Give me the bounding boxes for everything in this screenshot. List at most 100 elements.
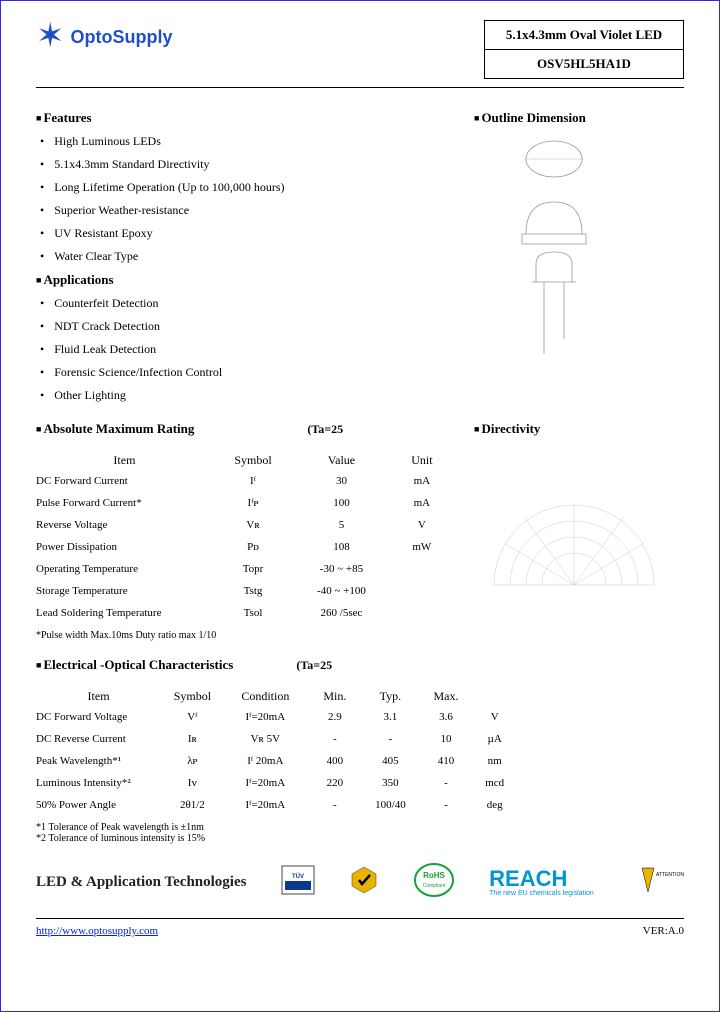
abs-max-heading-row: Absolute Maximum Rating (Ta=25 bbox=[36, 415, 454, 445]
footer: http://www.optosupply.com VER:A.0 bbox=[36, 918, 684, 937]
abs-max-cond: (Ta=25 bbox=[307, 422, 343, 436]
cell-symbol: Iʀ bbox=[161, 733, 224, 745]
company-name: OptoSupply bbox=[71, 27, 173, 48]
feature-item: UV Resistant Epoxy bbox=[40, 226, 454, 241]
abs-max-table: Item Symbol Value Unit DC Forward Curren… bbox=[36, 451, 454, 624]
rohs-badge: RoHS Compliant bbox=[413, 862, 455, 902]
elec-opt-table: Item Symbol Condition Min. Typ. Max. DC … bbox=[36, 687, 516, 816]
cell-unit bbox=[390, 563, 454, 575]
feature-item: 5.1x4.3mm Standard Directivity bbox=[40, 157, 454, 172]
cell-item: 50% Power Angle bbox=[36, 799, 161, 811]
feature-item: Long Lifetime Operation (Up to 100,000 h… bbox=[40, 180, 454, 195]
reach-badge: REACH The new EU chemicals legislation bbox=[489, 868, 594, 897]
led-tech-label: LED & Application Technologies bbox=[36, 874, 246, 891]
cell-condition: Vʀ 5V bbox=[224, 733, 307, 745]
col-condition: Condition bbox=[224, 689, 307, 704]
cell-typ: 405 bbox=[363, 755, 419, 767]
outline-heading: Outline Dimension bbox=[474, 110, 684, 126]
elec-opt-heading: Electrical -Optical Characteristics bbox=[36, 657, 233, 673]
table-row: DC Forward CurrentIᶠ30mA bbox=[36, 470, 454, 492]
part-number: OSV5HL5HA1D bbox=[484, 49, 684, 79]
cell-value: -40 ~ +100 bbox=[293, 585, 389, 597]
cell-typ: 3.1 bbox=[363, 711, 419, 723]
cell-max: 3.6 bbox=[418, 711, 474, 723]
cell-value: 5 bbox=[293, 519, 389, 531]
elec-opt-heading-row: Electrical -Optical Characteristics (Ta=… bbox=[36, 651, 684, 681]
cell-value: 260 /5sec bbox=[293, 607, 389, 619]
cell-value: 108 bbox=[293, 541, 389, 553]
cell-unit: mW bbox=[390, 541, 454, 553]
star-icon: ✶ bbox=[36, 20, 65, 54]
svg-text:ATTENTION: ATTENTION bbox=[656, 872, 684, 878]
reach-sub: The new EU chemicals legislation bbox=[489, 890, 594, 897]
feature-item: High Luminous LEDs bbox=[40, 134, 454, 149]
col-unit bbox=[474, 689, 516, 704]
website-link[interactable]: http://www.optosupply.com bbox=[36, 925, 158, 937]
feature-item: Water Clear Type bbox=[40, 249, 454, 264]
elec-opt-header-row: Item Symbol Condition Min. Typ. Max. bbox=[36, 687, 516, 706]
application-item: NDT Crack Detection bbox=[40, 319, 454, 334]
application-item: Forensic Science/Infection Control bbox=[40, 365, 454, 380]
cell-value: 100 bbox=[293, 497, 389, 509]
col-min: Min. bbox=[307, 689, 363, 704]
application-item: Other Lighting bbox=[40, 388, 454, 403]
title-box: 5.1x4.3mm Oval Violet LED OSV5HL5HA1D bbox=[484, 20, 684, 79]
cell-symbol: λᴘ bbox=[161, 755, 224, 767]
table-row: Storage TemperatureTstg-40 ~ +100 bbox=[36, 580, 454, 602]
table-row: Luminous Intensity*²IvIᶠ=20mA220350-mcd bbox=[36, 772, 516, 794]
cell-min: 220 bbox=[307, 777, 363, 789]
header: ✶ OptoSupply 5.1x4.3mm Oval Violet LED O… bbox=[36, 20, 684, 88]
cell-unit bbox=[390, 585, 454, 597]
svg-text:RoHS: RoHS bbox=[423, 871, 445, 880]
table-row: DC Forward VoltageVᶠIᶠ=20mA2.93.13.6V bbox=[36, 706, 516, 728]
col-symbol: Symbol bbox=[161, 689, 224, 704]
cell-symbol: 2θ1/2 bbox=[161, 799, 224, 811]
logo: ✶ OptoSupply bbox=[36, 20, 173, 54]
cell-unit: V bbox=[390, 519, 454, 531]
reach-title: REACH bbox=[489, 868, 594, 890]
cell-typ: 100/40 bbox=[363, 799, 419, 811]
cell-typ: - bbox=[363, 733, 419, 745]
abs-max-note: *Pulse width Max.10ms Duty ratio max 1/1… bbox=[36, 630, 454, 641]
table-row: Lead Soldering TemperatureTsol260 /5sec bbox=[36, 602, 454, 624]
cell-unit: V bbox=[474, 711, 516, 723]
directivity-chart bbox=[474, 445, 674, 595]
cell-symbol: Iv bbox=[161, 777, 224, 789]
cell-item: Reverse Voltage bbox=[36, 519, 213, 531]
cell-unit bbox=[390, 607, 454, 619]
cell-symbol: Vʀ bbox=[213, 519, 293, 531]
cell-item: Luminous Intensity*² bbox=[36, 777, 161, 789]
table-row: Operating TemperatureTopr-30 ~ +85 bbox=[36, 558, 454, 580]
elec-opt-cond: (Ta=25 bbox=[296, 658, 332, 672]
elec-opt-note2: *2 Tolerance of luminous intensity is 15… bbox=[36, 833, 684, 844]
cell-unit: nm bbox=[474, 755, 516, 767]
col-unit: Unit bbox=[390, 453, 454, 468]
table-row: DC Reverse CurrentIʀVʀ 5V--10µA bbox=[36, 728, 516, 750]
directivity-heading: Directivity bbox=[474, 421, 684, 437]
features-heading: Features bbox=[36, 110, 454, 126]
cell-item: Operating Temperature bbox=[36, 563, 213, 575]
svg-text:Compliant: Compliant bbox=[423, 883, 446, 889]
cell-item: Power Dissipation bbox=[36, 541, 213, 553]
cell-typ: 350 bbox=[363, 777, 419, 789]
col-item: Item bbox=[36, 689, 161, 704]
table-row: 50% Power Angle2θ1/2Iᶠ=20mA-100/40-deg bbox=[36, 794, 516, 816]
abs-max-heading: Absolute Maximum Rating bbox=[36, 421, 194, 437]
esd-badge: ATTENTION bbox=[628, 864, 684, 900]
elec-opt-note1: *1 Tolerance of Peak wavelength is ±1nm bbox=[36, 822, 684, 833]
cell-item: Peak Wavelength*¹ bbox=[36, 755, 161, 767]
cell-min: 400 bbox=[307, 755, 363, 767]
svg-text:TÜV: TÜV bbox=[292, 873, 304, 880]
table-row: Pulse Forward Current*Iᶠᴘ100mA bbox=[36, 492, 454, 514]
product-title: 5.1x4.3mm Oval Violet LED bbox=[484, 20, 684, 49]
features-list: High Luminous LEDs 5.1x4.3mm Standard Dir… bbox=[40, 134, 454, 264]
badges-row: LED & Application Technologies TÜV RoHS C… bbox=[36, 858, 684, 912]
cell-unit: mcd bbox=[474, 777, 516, 789]
cell-unit: mA bbox=[390, 497, 454, 509]
col-value: Value bbox=[293, 453, 389, 468]
cell-symbol: Tstg bbox=[213, 585, 293, 597]
application-item: Fluid Leak Detection bbox=[40, 342, 454, 357]
cell-max: 410 bbox=[418, 755, 474, 767]
cell-symbol: Iᶠ bbox=[213, 475, 293, 487]
cell-unit: mA bbox=[390, 475, 454, 487]
